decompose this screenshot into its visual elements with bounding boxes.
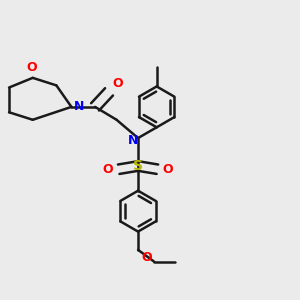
Text: N: N [128, 134, 138, 147]
Text: O: O [112, 77, 123, 90]
Text: O: O [141, 251, 152, 264]
Text: O: O [163, 163, 173, 176]
Text: S: S [133, 159, 143, 173]
Text: O: O [103, 163, 113, 176]
Text: N: N [74, 100, 84, 113]
Text: O: O [26, 61, 37, 74]
